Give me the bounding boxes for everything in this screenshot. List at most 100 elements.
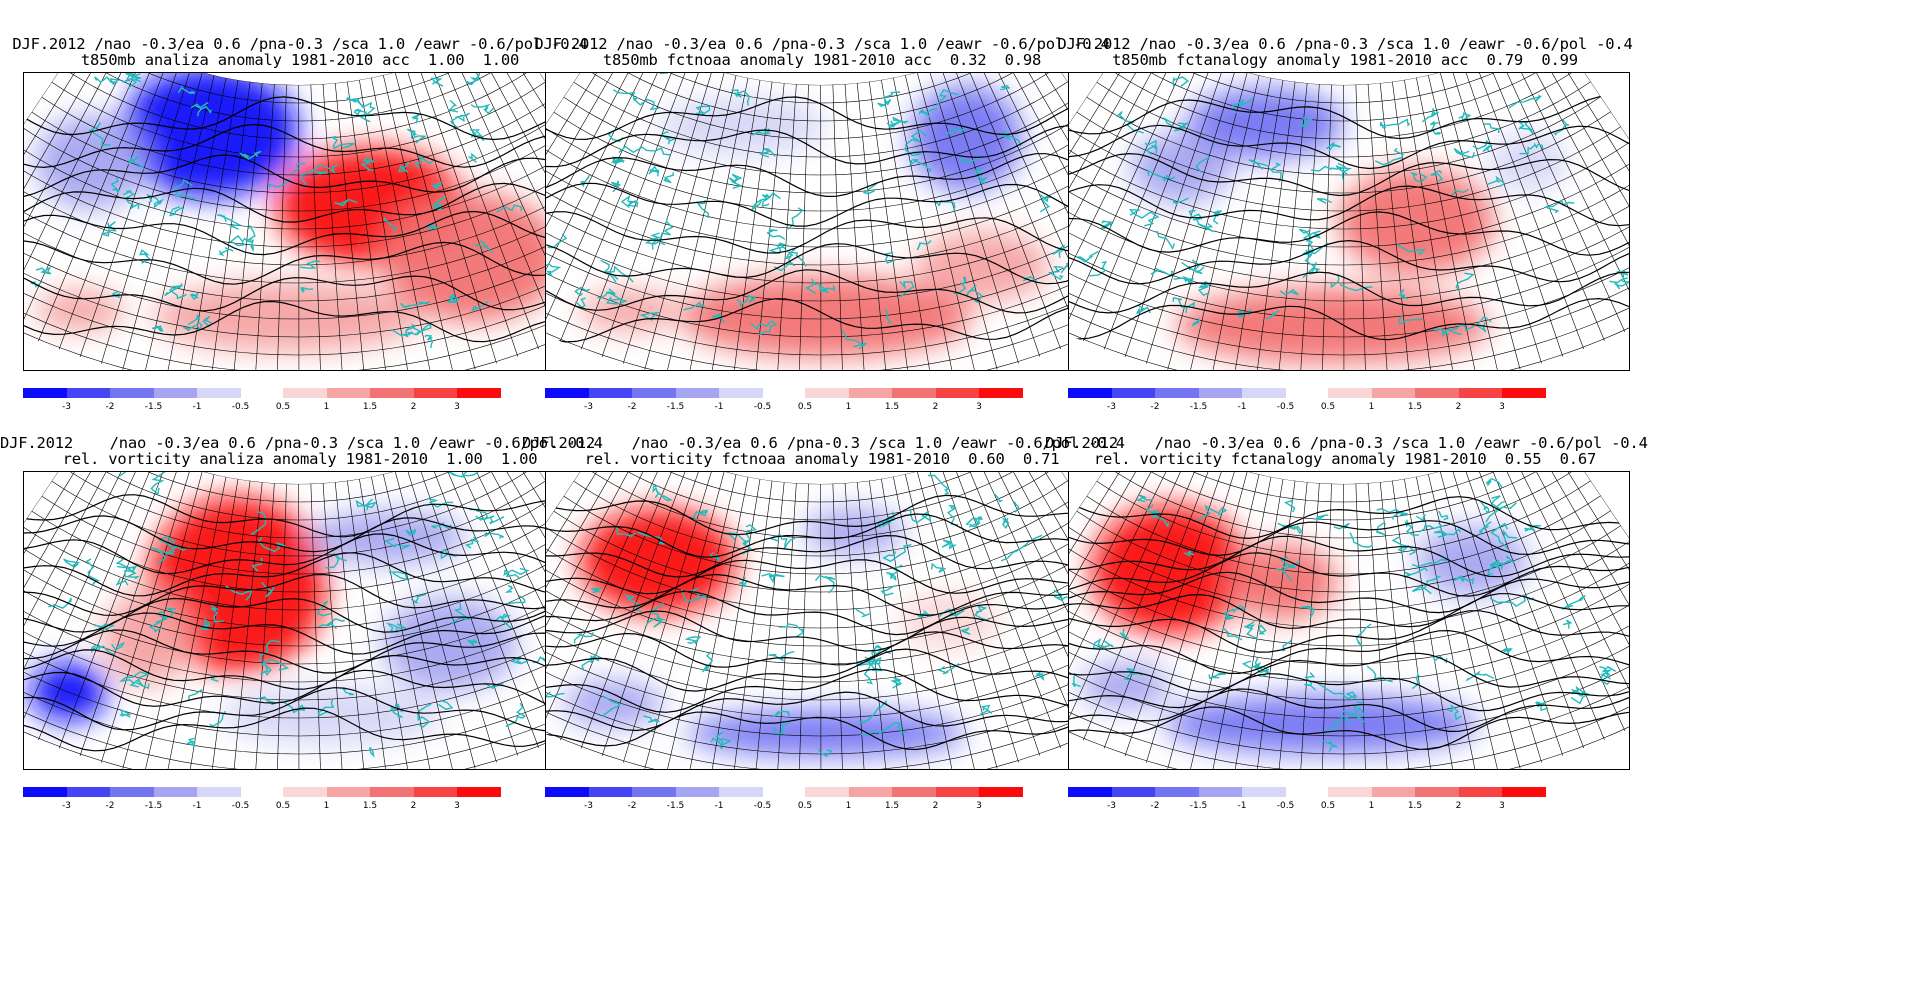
anomaly-shading xyxy=(910,84,1022,192)
colorbar-tick-label: -1.5 xyxy=(1189,801,1208,811)
anomaly-shading xyxy=(579,289,681,332)
panel-title-line1: DJF.2012 /nao -0.3/ea 0.6 /pna-0.3 /sca … xyxy=(1057,35,1633,53)
colorbar-tick-label: 0.5 xyxy=(797,801,813,811)
anomaly-shading xyxy=(119,73,299,198)
map-svg xyxy=(1069,73,1629,370)
colorbar-tick-label: 1.5 xyxy=(362,801,378,811)
colorbar-tick-label: 3 xyxy=(1499,402,1505,412)
colorbar-swatch xyxy=(632,388,676,398)
map-grid xyxy=(24,73,584,370)
anomaly-shading xyxy=(382,191,562,323)
colorbar-swatch xyxy=(110,388,154,398)
colorbar-swatch xyxy=(545,388,589,398)
colorbar-swatch xyxy=(632,787,676,797)
map-panel-vort-analiza: DJF.2012 /nao -0.3/ea 0.6 /pna-0.3 /sca … xyxy=(0,435,603,875)
colorbar-swatch xyxy=(283,787,327,797)
colorbar-tick-label: -1 xyxy=(192,801,202,811)
colorbar-swatch xyxy=(1415,388,1459,398)
colorbar-swatch xyxy=(1371,388,1415,398)
colorbar-swatch xyxy=(457,388,501,398)
anomaly-shading xyxy=(35,289,125,332)
contour-lines xyxy=(546,494,1106,751)
anomaly-shading xyxy=(35,114,148,210)
colorbar-tick-label: 3 xyxy=(976,402,982,412)
colorbar: -3 -2 -1.5 -1 -0.5 0.5 1 1.5 2 3 xyxy=(23,787,583,817)
contour-lines xyxy=(1069,496,1629,750)
colorbar-swatch xyxy=(197,388,241,398)
colorbar-swatch xyxy=(413,388,457,398)
colorbar-tick-label: 1 xyxy=(845,402,852,412)
colorbar-swatch xyxy=(979,388,1023,398)
colorbar-tick-label: -1 xyxy=(714,402,724,412)
colorbar-tick-label: -3 xyxy=(1107,801,1116,811)
colorbar-swatch xyxy=(1068,787,1112,797)
contour-lines xyxy=(24,494,584,752)
colorbar-swatch xyxy=(848,787,892,797)
colorbar-tick-label: -3 xyxy=(62,801,71,811)
map-panel-vort-fctnoaa: DJF.2012 /nao -0.3/ea 0.6 /pna-0.3 /sca … xyxy=(522,435,1125,875)
map-svg xyxy=(1069,472,1629,769)
anomaly-shading xyxy=(1164,694,1478,755)
colorbar-swatch xyxy=(848,388,892,398)
colorbar: -3 -2 -1.5 -1 -0.5 0.5 1 1.5 2 3 xyxy=(1068,388,1628,418)
colorbar-tick-label: -3 xyxy=(584,402,593,412)
colorbar-swatch xyxy=(457,787,501,797)
colorbar-tick-label: -3 xyxy=(62,402,71,412)
map-panel-vort-fctanalogy: DJF.2012 /nao -0.3/ea 0.6 /pna-0.3 /sca … xyxy=(1045,435,1648,875)
colorbar-swatch xyxy=(1198,388,1242,398)
map-panel-t850-fctanalogy: DJF.2012 /nao -0.3/ea 0.6 /pna-0.3 /sca … xyxy=(1045,36,1645,476)
colorbar-tick-label: -2 xyxy=(105,402,115,412)
colorbar-tick-label: 2 xyxy=(1455,402,1462,412)
colorbar-tick-label: 1.5 xyxy=(1407,402,1423,412)
colorbar-tick-label: 0.5 xyxy=(275,801,291,811)
colorbar: -3 -2 -1.5 -1 -0.5 0.5 1 1.5 2 3 xyxy=(545,388,1105,418)
colorbar-swatch xyxy=(1155,388,1199,398)
colorbar-tick-label: -1 xyxy=(192,402,202,412)
colorbar-tick-label: -1.5 xyxy=(666,402,685,412)
colorbar-tick-label: -2 xyxy=(1150,402,1160,412)
anomaly-shading xyxy=(102,590,192,686)
colorbar-swatch xyxy=(1068,388,1112,398)
colorbar-tick-label: -0.5 xyxy=(753,801,772,811)
colorbar-swatch xyxy=(1458,787,1502,797)
colorbar-tick-label: -0.5 xyxy=(1276,801,1295,811)
anomaly-shading xyxy=(686,709,966,758)
colorbar-swatch xyxy=(1242,388,1286,398)
anomaly-shading xyxy=(658,96,826,157)
colorbar-tick-label: 1 xyxy=(845,801,852,811)
colorbar-tick-label: 3 xyxy=(454,402,460,412)
colorbar-tick-label: -1.5 xyxy=(144,801,163,811)
colorbar-swatch xyxy=(326,388,370,398)
colorbar: -3 -2 -1.5 -1 -0.5 0.5 1 1.5 2 3 xyxy=(1068,787,1628,817)
colorbar-swatch xyxy=(1111,388,1155,398)
panel-title-line2: rel. vorticity fctanalogy anomaly 1981-2… xyxy=(1093,450,1597,468)
colorbar-swatch xyxy=(892,388,936,398)
colorbar-tick-label: -2 xyxy=(105,801,115,811)
map-frame xyxy=(545,72,1107,371)
colorbar-swatch xyxy=(413,787,457,797)
colorbar-tick-label: 3 xyxy=(1499,801,1505,811)
anomaly-shading xyxy=(1175,286,1489,365)
colorbar-swatch xyxy=(805,787,849,797)
colorbar-tick-label: 0.5 xyxy=(1320,402,1336,412)
colorbar-swatch xyxy=(1415,787,1459,797)
coastlines xyxy=(48,472,584,758)
colorbar-tick-label: 2 xyxy=(410,402,417,412)
map-svg xyxy=(24,73,584,370)
map-fill-area xyxy=(546,73,1106,370)
map-frame xyxy=(1068,471,1630,770)
colorbar-tick-label: 2 xyxy=(932,402,939,412)
colorbar-tick-label: -3 xyxy=(584,801,593,811)
map-frame xyxy=(23,471,585,770)
map-panel-t850-analiza: DJF.2012 /nao -0.3/ea 0.6 /pna-0.3 /sca … xyxy=(0,36,600,476)
colorbar-swatch xyxy=(1371,787,1415,797)
map-frame xyxy=(23,72,585,371)
colorbar-tick-label: 1.5 xyxy=(1407,801,1423,811)
colorbar-tick-label: 1.5 xyxy=(884,402,900,412)
colorbar-tick-label: -0.5 xyxy=(231,801,250,811)
colorbar-swatch xyxy=(935,388,979,398)
map-svg xyxy=(546,472,1106,769)
colorbar-swatch xyxy=(1198,787,1242,797)
anomaly-shading xyxy=(29,662,108,722)
colorbar-tick-label: 3 xyxy=(454,801,460,811)
